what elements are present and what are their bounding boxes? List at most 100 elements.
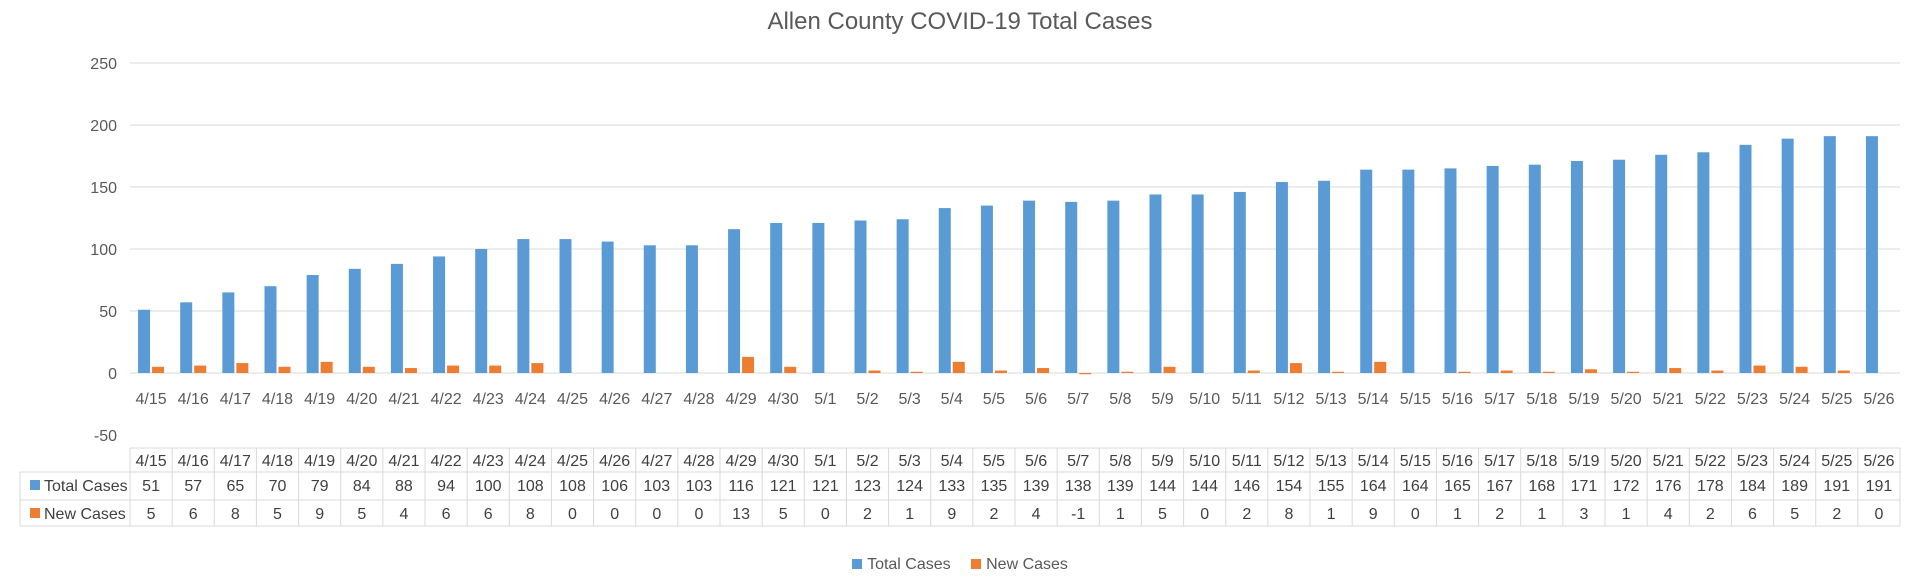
- table-cell-new: 4: [399, 506, 408, 523]
- bar-new-cases: [1079, 373, 1092, 375]
- table-cell-total: 57: [184, 478, 202, 495]
- table-header-cell: 4/28: [683, 453, 714, 470]
- bar-total-cases: [559, 239, 572, 373]
- table-cell-new: 1: [1453, 506, 1462, 523]
- x-tick-label: 5/8: [1109, 391, 1131, 408]
- table-cell-total: 70: [269, 478, 287, 495]
- table-legend-swatch-total: [30, 480, 40, 490]
- table-cell-total: 116: [728, 478, 754, 495]
- table-header-cell: 5/6: [1025, 453, 1047, 470]
- bar-new-cases: [1458, 371, 1471, 373]
- x-tick-label: 5/17: [1484, 391, 1515, 408]
- x-tick-label: 4/20: [346, 391, 377, 408]
- table-cell-new: 2: [1495, 506, 1504, 523]
- bar-new-cases: [447, 365, 460, 373]
- bar-total-cases: [517, 239, 530, 373]
- legend-swatch-new: [971, 559, 982, 569]
- x-tick-label: 4/21: [388, 391, 419, 408]
- table-cell-new: 2: [1242, 506, 1251, 523]
- table-header-cell: 4/27: [641, 453, 672, 470]
- table-header-cell: 4/17: [220, 453, 251, 470]
- x-tick-label: 5/14: [1358, 391, 1389, 408]
- y-axis-ticks: -50 0 50 100 150 200 250: [90, 56, 117, 445]
- table-cell-new: 0: [1200, 506, 1209, 523]
- y-tick-label: 100: [90, 242, 117, 259]
- bar-total-cases: [770, 222, 783, 373]
- table-cell-total: 144: [1149, 478, 1176, 495]
- bar-total-cases: [138, 309, 151, 373]
- bar-total-cases: [1655, 154, 1668, 373]
- x-tick-label: 4/16: [178, 391, 209, 408]
- x-tick-label: 4/17: [220, 391, 251, 408]
- table-header-cell: 5/25: [1821, 453, 1852, 470]
- x-tick-label: 5/6: [1025, 391, 1047, 408]
- x-tick-label: 5/25: [1821, 391, 1852, 408]
- table-cell-new: 3: [1579, 506, 1588, 523]
- x-tick-label: 5/19: [1568, 391, 1599, 408]
- x-tick-label: 4/26: [599, 391, 630, 408]
- bar-total-cases: [685, 245, 698, 373]
- table-cell-new: 4: [1664, 506, 1673, 523]
- table-cell-new: 6: [442, 506, 451, 523]
- table-cell-new: 2: [863, 506, 872, 523]
- x-tick-label: 4/24: [515, 391, 546, 408]
- chart-title: Allen County COVID-19 Total Cases: [767, 8, 1153, 35]
- bar-total-cases: [264, 286, 277, 373]
- bar-new-cases: [1584, 369, 1597, 373]
- bar-total-cases: [854, 220, 867, 373]
- table-header-cell: 4/20: [346, 453, 377, 470]
- bar-total-cases: [643, 245, 656, 373]
- table-cell-total: 164: [1360, 478, 1387, 495]
- x-tick-label: 4/28: [683, 391, 714, 408]
- x-tick-label: 4/22: [431, 391, 462, 408]
- x-tick-label: 5/12: [1273, 391, 1304, 408]
- table-cell-total: 167: [1486, 478, 1513, 495]
- table-cell-total: 139: [1023, 478, 1050, 495]
- bar-new-cases: [1669, 368, 1682, 373]
- bar-new-cases: [1795, 366, 1808, 373]
- table-cell-total: 100: [475, 478, 502, 495]
- table-cell-new: -1: [1071, 506, 1085, 523]
- table-cell-total: 65: [226, 478, 244, 495]
- table-header-cell: 4/23: [473, 453, 504, 470]
- table-cell-total: 103: [643, 478, 670, 495]
- bar-total-cases: [1486, 165, 1499, 373]
- data-table: 4/15 4/16 4/17 4/18 4/19 4/20 4/21 4/22 4/23 4/24…: [19, 447, 1901, 527]
- table-cell-new: 0: [652, 506, 661, 523]
- table-cell-new: 0: [1874, 506, 1883, 523]
- x-tick-label: 5/5: [983, 391, 1005, 408]
- table-cell-new: 1: [905, 506, 914, 523]
- legend-swatch-total: [852, 559, 863, 569]
- x-tick-label: 5/7: [1067, 391, 1089, 408]
- x-tick-label: 4/18: [262, 391, 293, 408]
- table-cell-total: 84: [353, 478, 371, 495]
- bar-new-cases: [1289, 363, 1302, 373]
- bar-new-cases: [1542, 371, 1555, 373]
- bar-new-cases: [320, 361, 333, 373]
- bar-total-cases: [1275, 182, 1288, 373]
- table-header-cell: 4/16: [178, 453, 209, 470]
- x-tick-label: 5/9: [1151, 391, 1173, 408]
- x-tick-label: 4/15: [136, 391, 167, 408]
- bars: [138, 136, 1878, 375]
- bar-new-cases: [404, 368, 417, 373]
- table-cell-total: 121: [770, 478, 797, 495]
- bar-total-cases: [1402, 169, 1415, 373]
- table-cell-new: 0: [1411, 506, 1420, 523]
- y-tick-label: 50: [99, 304, 117, 321]
- bar-new-cases: [1037, 368, 1050, 373]
- table-header-cell: 5/5: [983, 453, 1005, 470]
- table-header-cell: 4/21: [388, 453, 419, 470]
- table-cell-total: 191: [1823, 478, 1850, 495]
- bar-total-cases: [812, 222, 825, 373]
- table-cell-new: 0: [610, 506, 619, 523]
- bar-new-cases: [1753, 365, 1766, 373]
- table-header-cell: 4/24: [515, 453, 546, 470]
- x-tick-label: 4/19: [304, 391, 335, 408]
- table-cell-total: 94: [437, 478, 455, 495]
- bar-new-cases: [1711, 370, 1724, 373]
- table-cell-new: 1: [1116, 506, 1125, 523]
- bar-total-cases: [1065, 201, 1078, 373]
- table-cell-total: 139: [1107, 478, 1134, 495]
- table-cell-total: 108: [559, 478, 586, 495]
